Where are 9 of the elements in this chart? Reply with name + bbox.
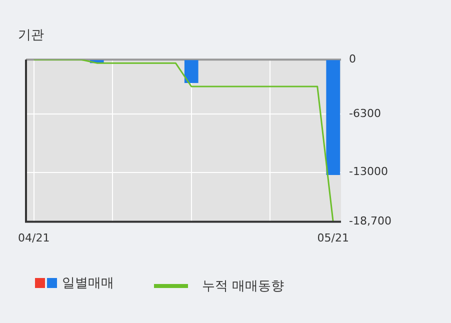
legend-label: 일별매매 (62, 275, 114, 292)
x-tick-label: 04/21 (18, 231, 50, 244)
chart-title: 기관 (18, 27, 44, 44)
legend-label: 누적 매매동향 (202, 278, 284, 295)
x-tick-label: 05/21 (317, 231, 349, 244)
y-tick-label: -13000 (349, 165, 388, 178)
y-tick-label: -6300 (349, 107, 381, 120)
y-tick-label: 0 (349, 52, 356, 66)
y-tick-label: -18,700 (349, 214, 392, 228)
